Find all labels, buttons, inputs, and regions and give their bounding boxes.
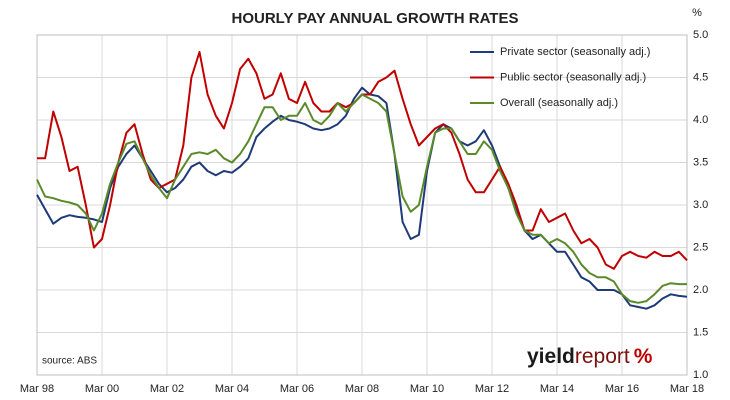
x-tick-label: Mar 14: [540, 383, 574, 395]
y-tick-label: 3.0: [693, 199, 708, 211]
x-tick-label: Mar 02: [150, 383, 184, 395]
y-tick-label: 4.5: [693, 71, 708, 83]
source-note: source: ABS: [42, 356, 97, 367]
y-tick-label: 4.0: [693, 114, 708, 126]
x-tick-label: Mar 12: [475, 383, 509, 395]
legend-label: Private sector (seasonally adj.): [500, 46, 650, 58]
x-tick-label: Mar 18: [670, 383, 704, 395]
x-tick-label: Mar 16: [605, 383, 639, 395]
y-tick-label: 3.5: [693, 156, 708, 168]
x-tick-label: Mar 04: [215, 383, 249, 395]
legend-label: Public sector (seasonally adj.): [500, 71, 646, 83]
logo-part: yield: [527, 345, 575, 368]
logo-part: %: [634, 345, 653, 368]
y-tick-label: 1.5: [693, 326, 708, 338]
x-tick-label: Mar 10: [410, 383, 444, 395]
x-tick-label: Mar 08: [345, 383, 379, 395]
legend-label: Overall (seasonally adj.): [500, 97, 618, 109]
y-tick-label: 2.0: [693, 284, 708, 296]
plot-frame: [36, 34, 688, 376]
logo: yieldreport%: [527, 345, 653, 368]
y-tick-label: 1.0: [693, 369, 708, 381]
x-tick-label: Mar 06: [280, 383, 314, 395]
logo-part: report: [575, 345, 630, 368]
y-axis-label: %: [692, 7, 702, 19]
chart-title: HOURLY PAY ANNUAL GROWTH RATES: [232, 10, 519, 27]
x-tick-label: Mar 00: [85, 383, 119, 395]
data-line: [36, 93, 687, 304]
y-tick-label: 5.0: [693, 29, 708, 41]
y-tick-label: 2.5: [693, 241, 708, 253]
x-tick-label: Mar 98: [20, 383, 54, 395]
